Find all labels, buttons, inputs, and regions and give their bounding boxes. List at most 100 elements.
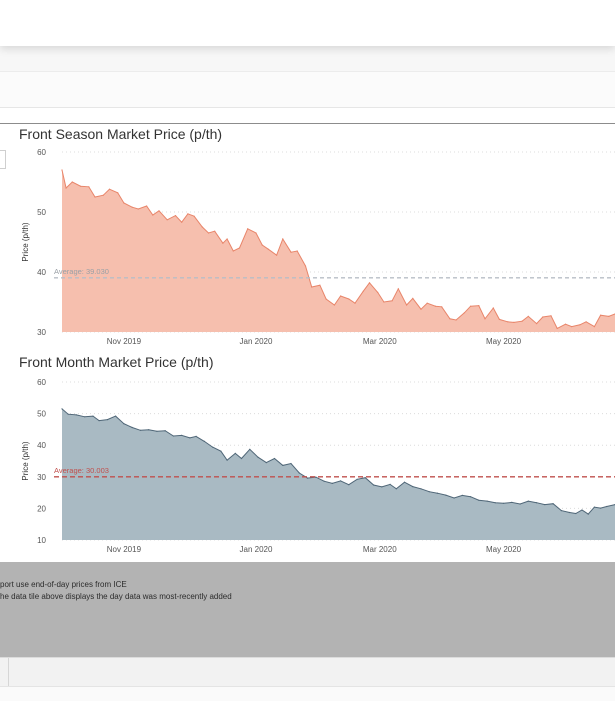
x-tick-label: Nov 2019 bbox=[107, 545, 142, 554]
data-point bbox=[435, 306, 436, 307]
price-area bbox=[62, 170, 615, 332]
y-tick-label: 40 bbox=[37, 268, 46, 277]
data-point bbox=[208, 232, 209, 233]
data-point bbox=[503, 503, 504, 504]
data-point bbox=[167, 219, 168, 220]
y-tick-label: 50 bbox=[37, 208, 46, 217]
data-point bbox=[363, 291, 364, 292]
footer-note-data-tile: he data tile above displays the day data… bbox=[0, 592, 232, 601]
data-point bbox=[484, 318, 485, 319]
x-tick-label: Jan 2020 bbox=[240, 545, 273, 554]
data-point bbox=[307, 478, 308, 479]
data-point bbox=[61, 408, 62, 409]
x-tick-label: Mar 2020 bbox=[363, 545, 397, 554]
y-tick-label: 10 bbox=[37, 536, 46, 545]
data-point bbox=[117, 192, 118, 193]
data-point bbox=[536, 502, 537, 503]
y-tick-label: 60 bbox=[37, 148, 46, 157]
data-point bbox=[92, 416, 93, 417]
data-point bbox=[290, 252, 291, 253]
data-point bbox=[600, 315, 601, 316]
data-point bbox=[220, 451, 221, 452]
data-point bbox=[507, 321, 508, 322]
data-point bbox=[319, 285, 320, 286]
data-point bbox=[365, 477, 366, 478]
data-point bbox=[332, 483, 333, 484]
bottom-strip bbox=[0, 686, 615, 701]
data-point bbox=[233, 250, 234, 251]
data-point bbox=[247, 228, 248, 229]
data-point bbox=[357, 479, 358, 480]
data-point bbox=[274, 458, 275, 459]
data-point bbox=[255, 232, 256, 233]
data-point bbox=[249, 449, 250, 450]
data-point bbox=[305, 265, 306, 266]
data-point bbox=[181, 435, 182, 436]
data-point bbox=[493, 307, 494, 308]
x-tick-label: Mar 2020 bbox=[363, 337, 397, 346]
data-point bbox=[99, 420, 100, 421]
data-point bbox=[348, 484, 349, 485]
data-point bbox=[565, 324, 566, 325]
data-point bbox=[511, 502, 512, 503]
data-point bbox=[398, 288, 399, 289]
data-point bbox=[173, 435, 174, 436]
data-point bbox=[132, 427, 133, 428]
data-point bbox=[189, 437, 190, 438]
data-point bbox=[156, 431, 157, 432]
price-area bbox=[62, 409, 615, 540]
data-point bbox=[324, 481, 325, 482]
data-point bbox=[148, 429, 149, 430]
data-point bbox=[383, 301, 384, 302]
data-point bbox=[214, 231, 215, 232]
data-point bbox=[340, 480, 341, 481]
x-tick-label: May 2020 bbox=[486, 545, 522, 554]
data-point bbox=[520, 503, 521, 504]
data-point bbox=[406, 304, 407, 305]
data-point bbox=[575, 513, 576, 514]
footer-note-ice-source: port use end-of-day prices from ICE bbox=[0, 580, 127, 589]
x-tick-label: Jan 2020 bbox=[240, 337, 273, 346]
data-point bbox=[326, 298, 327, 299]
y-axis-label: Price (p/th) bbox=[21, 222, 30, 261]
data-point bbox=[412, 486, 413, 487]
data-point bbox=[553, 503, 554, 504]
data-point bbox=[140, 430, 141, 431]
data-point bbox=[550, 315, 551, 316]
data-point bbox=[396, 488, 397, 489]
bottom-bar-divider bbox=[8, 658, 9, 687]
data-point bbox=[606, 506, 607, 507]
data-point bbox=[377, 292, 378, 293]
data-point bbox=[276, 255, 277, 256]
data-point bbox=[187, 213, 188, 214]
toolbar-band bbox=[0, 46, 615, 72]
data-point bbox=[61, 169, 62, 170]
data-point bbox=[544, 504, 545, 505]
data-point bbox=[571, 326, 572, 327]
data-point bbox=[499, 319, 500, 320]
data-point bbox=[429, 491, 430, 492]
data-point bbox=[579, 324, 580, 325]
data-point bbox=[536, 323, 537, 324]
data-point bbox=[334, 304, 335, 305]
data-point bbox=[68, 414, 69, 415]
data-point bbox=[561, 510, 562, 511]
data-point bbox=[594, 507, 595, 508]
data-point bbox=[146, 205, 147, 206]
filter-band bbox=[0, 72, 615, 108]
data-point bbox=[235, 453, 236, 454]
data-point bbox=[586, 321, 587, 322]
data-point bbox=[557, 328, 558, 329]
data-point bbox=[227, 238, 228, 239]
data-point bbox=[181, 222, 182, 223]
data-point bbox=[420, 488, 421, 489]
bottom-bar bbox=[0, 657, 615, 687]
data-point bbox=[239, 247, 240, 248]
y-tick-label: 30 bbox=[37, 473, 46, 482]
data-point bbox=[470, 306, 471, 307]
data-point bbox=[390, 484, 391, 485]
data-point bbox=[528, 501, 529, 502]
data-point bbox=[600, 508, 601, 509]
data-point bbox=[348, 298, 349, 299]
data-point bbox=[478, 500, 479, 501]
